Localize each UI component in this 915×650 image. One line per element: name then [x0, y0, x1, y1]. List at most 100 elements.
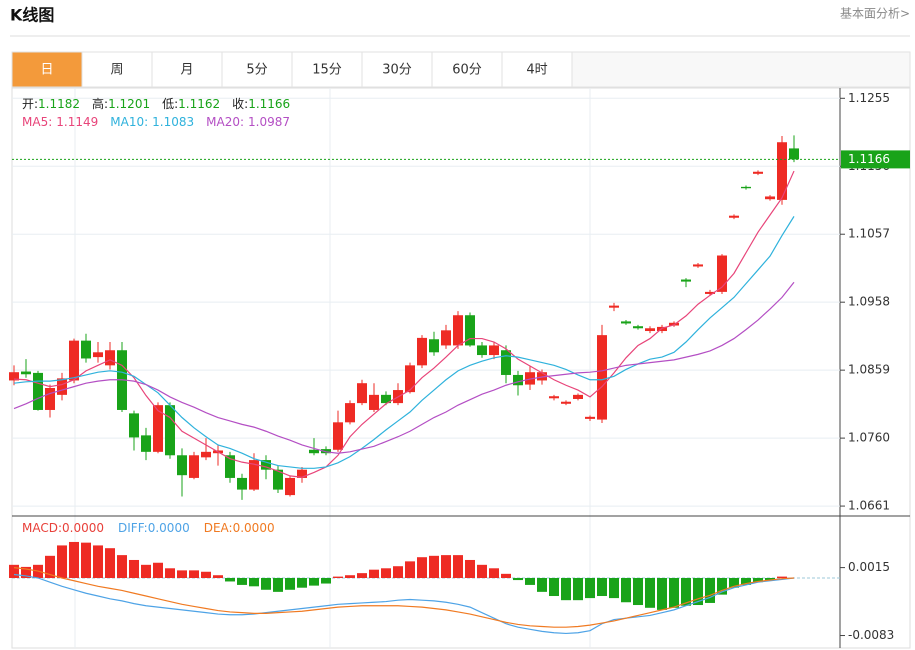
macd-bar	[261, 577, 271, 590]
legend-item: 0.0000	[233, 521, 275, 535]
macd-bar	[321, 577, 331, 584]
candle-body	[141, 435, 151, 452]
y-tick-label: 1.0958	[848, 295, 890, 309]
tab-label[interactable]: 30分	[382, 63, 412, 78]
tab[interactable]	[501, 51, 573, 88]
candle-body	[33, 372, 43, 410]
macd-bar	[765, 577, 775, 581]
candle-body	[249, 460, 259, 490]
chart-frame	[11, 87, 911, 649]
tab[interactable]	[151, 51, 223, 88]
legend-item: 高:	[92, 96, 108, 111]
candle-body	[405, 365, 415, 393]
candle-body	[561, 401, 571, 404]
macd-bar	[681, 577, 691, 606]
analysis-link[interactable]: 基本面分析>	[840, 7, 910, 21]
tab-label[interactable]: 60分	[452, 63, 482, 78]
candle-body	[369, 394, 379, 410]
macd-bar	[9, 564, 19, 578]
candle-body	[165, 405, 175, 456]
macd-bar	[477, 564, 487, 578]
legend-item: 收:	[232, 97, 248, 111]
candle-body	[201, 451, 211, 458]
tab-label[interactable]: 月	[180, 63, 193, 78]
macd-bar	[585, 577, 595, 599]
macd-bar	[489, 568, 499, 578]
macd-bar	[57, 545, 67, 578]
tab-label[interactable]: 周	[110, 63, 123, 78]
ma-line	[13, 281, 795, 454]
candle-body	[573, 394, 583, 399]
macd-bar	[669, 577, 679, 608]
tab[interactable]	[81, 51, 153, 88]
candle-body	[765, 196, 775, 200]
y-tick-label: 1.0661	[848, 499, 890, 513]
tab[interactable]	[431, 51, 503, 88]
candle-body	[741, 186, 751, 189]
macd-bar	[213, 575, 223, 578]
macd-bar	[81, 542, 91, 578]
candle-body	[597, 335, 607, 420]
macd-bar	[357, 573, 367, 578]
macd-bar	[705, 577, 715, 603]
macd-bar	[537, 577, 547, 592]
tab-label[interactable]: 5分	[246, 63, 267, 78]
candle-body	[309, 449, 319, 454]
legend-row: MA5: 1.1149 MA10: 1.1083 MA20: 1.0987	[22, 115, 290, 129]
candle-body	[237, 477, 247, 490]
macd-bar	[429, 555, 439, 578]
candle-body	[21, 371, 31, 375]
candle-body	[69, 340, 79, 381]
candle-body	[705, 291, 715, 294]
macd-bar	[561, 577, 571, 601]
candle-body	[621, 321, 631, 324]
candle-body	[525, 372, 535, 385]
macd-bar	[453, 555, 463, 578]
macd-bar	[621, 577, 631, 603]
candle-body	[681, 279, 691, 282]
macd-bar	[777, 576, 787, 578]
last-price-box	[841, 150, 910, 169]
macd-line	[13, 567, 795, 628]
legend-item: 1.1201	[108, 97, 150, 111]
macd-bar	[729, 577, 739, 588]
macd-bar	[297, 577, 307, 588]
macd-bar	[141, 564, 151, 578]
candle-body	[537, 372, 547, 381]
tab[interactable]	[221, 51, 293, 88]
legend-item: 1.1162	[178, 97, 220, 111]
y-tick-label: 1.1255	[848, 91, 890, 105]
candle-body	[729, 215, 739, 218]
tab-label[interactable]: 日	[40, 63, 53, 78]
candle-body	[453, 315, 463, 346]
candle-body	[381, 394, 391, 404]
macd-bar	[225, 577, 235, 582]
macd-bar	[201, 571, 211, 578]
tab[interactable]	[291, 51, 363, 88]
tab-label[interactable]: 4时	[526, 63, 547, 78]
candle-body	[45, 387, 55, 410]
macd-bar	[417, 557, 427, 578]
tab[interactable]	[361, 51, 433, 88]
macd-bar	[549, 577, 559, 597]
y-tick-label: -0.0083	[848, 628, 894, 642]
candle-body	[297, 469, 307, 478]
candle-body	[81, 340, 91, 359]
page-title: K线图	[10, 6, 54, 25]
macd-bar	[165, 568, 175, 578]
macd-bar	[177, 570, 187, 578]
candle-body	[777, 142, 787, 200]
candle-body	[9, 372, 19, 381]
macd-bar	[381, 568, 391, 578]
ma-line	[13, 216, 795, 469]
candle-body	[465, 315, 475, 346]
candle-body	[441, 330, 451, 346]
candle-body	[333, 422, 343, 450]
tab-label[interactable]: 15分	[312, 63, 342, 78]
y-tick-label: 0.0015	[848, 560, 890, 574]
macd-bar	[717, 577, 727, 595]
candle-body	[489, 345, 499, 356]
macd-bar	[273, 577, 283, 592]
macd-bar	[309, 577, 319, 586]
legend-item: 1.1166	[248, 97, 290, 111]
